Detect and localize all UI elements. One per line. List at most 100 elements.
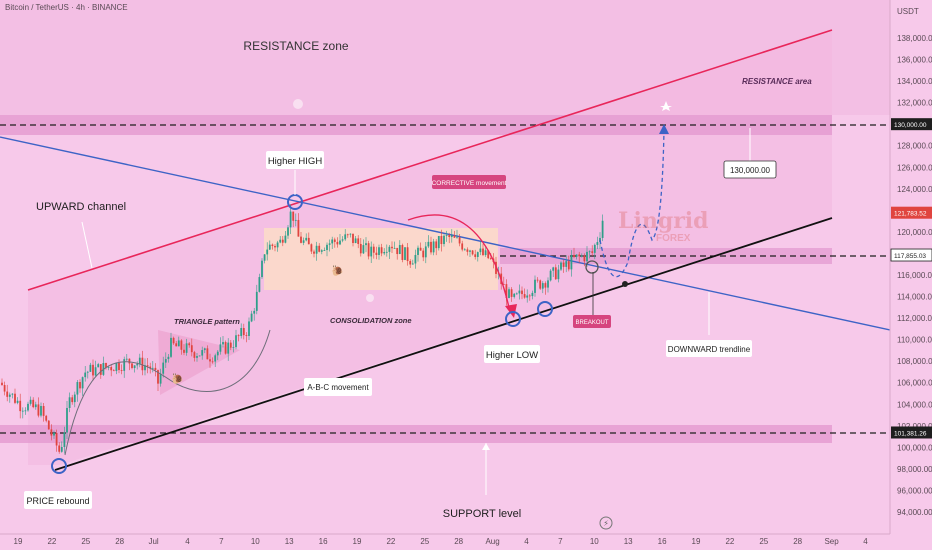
candle-body bbox=[190, 345, 193, 353]
resistance-area-label: RESISTANCE area bbox=[742, 77, 812, 86]
candle-body bbox=[198, 355, 201, 357]
candle-body bbox=[258, 277, 261, 292]
candle-body bbox=[565, 261, 568, 267]
candle-body bbox=[240, 328, 243, 337]
corrective-arrow bbox=[407, 214, 511, 313]
candle-body bbox=[513, 293, 516, 297]
y-tick-label: 114,000.00 bbox=[897, 293, 932, 302]
candle-body bbox=[427, 241, 430, 247]
symbol-title: Bitcoin / TetherUS · 4h · BINANCE bbox=[5, 3, 128, 12]
candle-body bbox=[141, 357, 144, 371]
candle-body bbox=[136, 364, 139, 366]
candle-body bbox=[253, 310, 256, 314]
candle-body bbox=[344, 234, 347, 240]
candlestick-series bbox=[1, 204, 604, 454]
candle-body bbox=[146, 365, 149, 367]
candle-body bbox=[562, 262, 565, 267]
y-tick-label: 124,000.00 bbox=[897, 185, 932, 194]
candle-body bbox=[274, 245, 276, 248]
candle-body bbox=[435, 241, 438, 249]
candle-body bbox=[94, 367, 97, 376]
candle-body bbox=[424, 246, 427, 258]
y-tick-label: 112,000.00 bbox=[897, 314, 932, 323]
candle-body bbox=[261, 260, 263, 278]
candle-body bbox=[578, 254, 581, 257]
candle-body bbox=[593, 244, 596, 253]
y-tick-label: 100,000.00 bbox=[897, 443, 932, 452]
candle-body bbox=[292, 211, 295, 221]
candle-body bbox=[521, 290, 523, 295]
candle-body bbox=[505, 284, 508, 298]
lightning-glyph: ⚡ bbox=[603, 519, 609, 528]
candle-body bbox=[232, 347, 235, 348]
x-tick-label: 19 bbox=[353, 537, 362, 546]
candle-body bbox=[458, 237, 461, 244]
watermark: Lingrid FOREX bbox=[618, 208, 709, 244]
candle-body bbox=[541, 283, 544, 289]
candle-body bbox=[81, 377, 84, 389]
candle-body bbox=[365, 243, 367, 246]
candle-body bbox=[456, 237, 458, 239]
second-low-circle bbox=[537, 301, 553, 317]
candle-body bbox=[271, 244, 274, 246]
candle-body bbox=[463, 249, 466, 251]
candle-body bbox=[131, 363, 133, 369]
price-axis-bg bbox=[890, 0, 932, 550]
candle-body bbox=[471, 250, 474, 255]
candle-body bbox=[73, 394, 76, 403]
corrective-label: CORRECTIVE movement bbox=[432, 180, 507, 187]
candle-body bbox=[557, 269, 560, 280]
candle-body bbox=[583, 255, 586, 262]
y-tick-label: 134,000.00 bbox=[897, 77, 932, 86]
price-tag: 101,381.26 bbox=[891, 426, 932, 439]
candle-body bbox=[487, 250, 490, 259]
x-tick-label: 25 bbox=[759, 537, 768, 546]
candle-body bbox=[359, 243, 362, 254]
candle-body bbox=[508, 289, 510, 298]
candle-body bbox=[14, 393, 16, 403]
candle-body bbox=[328, 243, 331, 245]
candle-body bbox=[461, 243, 464, 250]
x-tick-label: 7 bbox=[219, 537, 224, 546]
candle-body bbox=[378, 247, 380, 255]
candle-body bbox=[32, 399, 35, 408]
candle-body bbox=[144, 365, 146, 371]
candle-body bbox=[573, 254, 575, 257]
candle-body bbox=[224, 342, 227, 354]
candle-body bbox=[3, 385, 6, 392]
candle-body bbox=[302, 240, 305, 243]
candle-body bbox=[151, 367, 154, 369]
candle-body bbox=[333, 239, 336, 242]
lightning-icon[interactable] bbox=[599, 516, 613, 530]
x-tick-label: 4 bbox=[863, 537, 868, 546]
candle-body bbox=[484, 250, 487, 256]
candle-body bbox=[164, 359, 167, 363]
candle-body bbox=[183, 349, 185, 353]
candle-body bbox=[203, 348, 206, 351]
candle-body bbox=[430, 241, 432, 253]
candle-body bbox=[115, 362, 118, 372]
candle-body bbox=[469, 250, 471, 252]
triangle-label: TRIANGLE pattern bbox=[174, 317, 240, 326]
candle-body bbox=[367, 243, 370, 257]
candle-body bbox=[297, 219, 300, 237]
candle-body bbox=[196, 356, 198, 358]
candle-body bbox=[336, 241, 339, 245]
x-tick-label: 16 bbox=[658, 537, 667, 546]
candle-body bbox=[201, 350, 204, 356]
y-tick-label: 126,000.00 bbox=[897, 163, 932, 172]
support-band bbox=[0, 425, 832, 443]
abc-curve bbox=[64, 329, 271, 456]
candle-body bbox=[170, 337, 172, 357]
candle-body bbox=[24, 410, 27, 412]
candle-body bbox=[575, 254, 578, 257]
candle-body bbox=[34, 404, 37, 408]
candle-body bbox=[510, 289, 513, 297]
candle-body bbox=[159, 373, 162, 384]
y-tick-label: 132,000.00 bbox=[897, 99, 932, 108]
candle-body bbox=[123, 359, 126, 371]
candle-body bbox=[450, 235, 453, 237]
candle-body bbox=[453, 235, 456, 238]
price-tags: 130,000.00 121,783.52 117,855.03 101,381.26 bbox=[890, 118, 932, 439]
